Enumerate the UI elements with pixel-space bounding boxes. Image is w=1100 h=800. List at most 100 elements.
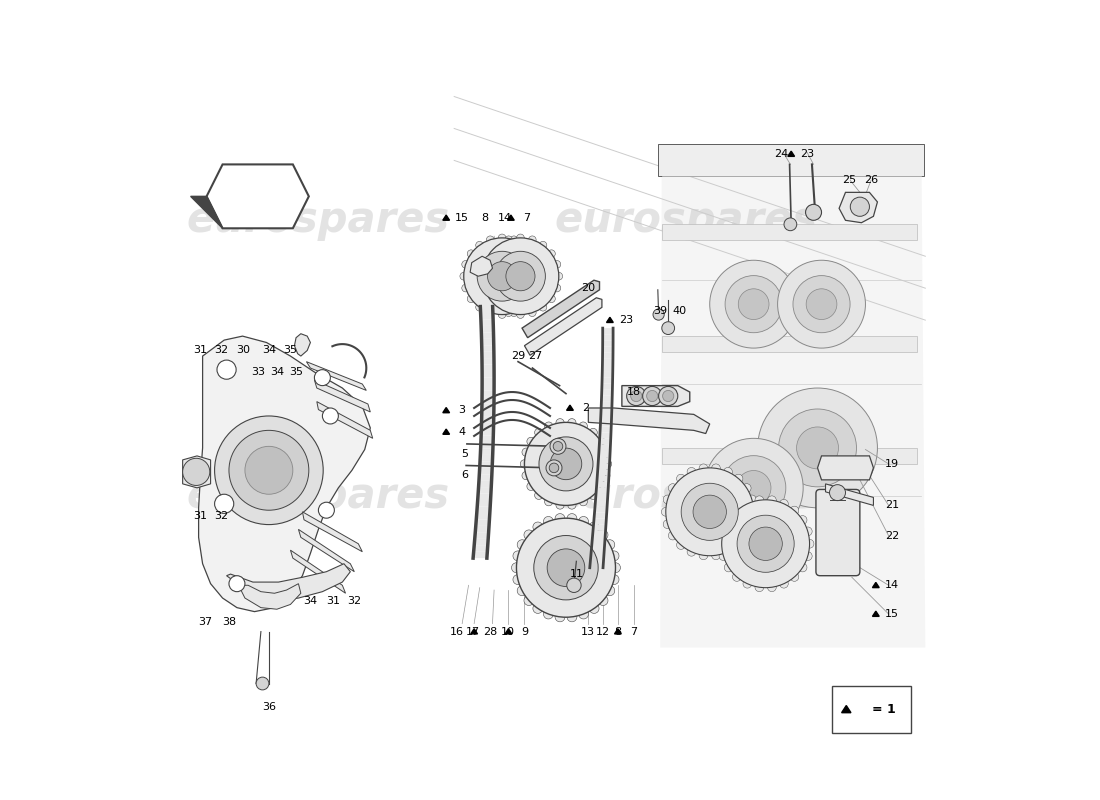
- Circle shape: [669, 484, 678, 493]
- Circle shape: [742, 531, 751, 540]
- Circle shape: [229, 576, 245, 592]
- Polygon shape: [596, 488, 608, 494]
- Polygon shape: [603, 359, 613, 365]
- Circle shape: [549, 463, 559, 473]
- Circle shape: [579, 609, 588, 619]
- Circle shape: [543, 517, 553, 526]
- Polygon shape: [662, 224, 917, 240]
- Polygon shape: [507, 215, 514, 220]
- Circle shape: [662, 390, 674, 402]
- Polygon shape: [788, 151, 794, 156]
- Circle shape: [803, 552, 812, 561]
- Text: 33: 33: [252, 367, 265, 377]
- Circle shape: [768, 583, 777, 592]
- Polygon shape: [596, 482, 608, 488]
- Polygon shape: [597, 463, 609, 470]
- Circle shape: [662, 322, 674, 334]
- Circle shape: [669, 531, 678, 540]
- Circle shape: [535, 428, 543, 437]
- Circle shape: [688, 467, 696, 476]
- Polygon shape: [481, 442, 493, 449]
- Text: 31: 31: [194, 345, 207, 354]
- Circle shape: [477, 251, 527, 301]
- Circle shape: [468, 250, 475, 258]
- Circle shape: [597, 482, 605, 490]
- Circle shape: [535, 491, 543, 499]
- Circle shape: [793, 276, 850, 333]
- Polygon shape: [592, 537, 605, 543]
- Text: 31: 31: [326, 596, 340, 606]
- Circle shape: [494, 242, 502, 249]
- Text: 24: 24: [774, 149, 789, 159]
- Polygon shape: [592, 543, 605, 550]
- Polygon shape: [522, 280, 600, 338]
- Circle shape: [719, 527, 728, 536]
- Polygon shape: [290, 550, 345, 594]
- Polygon shape: [595, 500, 607, 506]
- Polygon shape: [477, 500, 491, 506]
- Circle shape: [494, 303, 502, 311]
- Text: 38: 38: [222, 617, 236, 627]
- Polygon shape: [307, 362, 366, 390]
- Circle shape: [256, 677, 268, 690]
- Circle shape: [505, 309, 513, 317]
- Circle shape: [529, 250, 537, 258]
- Circle shape: [568, 418, 576, 427]
- Text: = 1: = 1: [872, 703, 895, 716]
- Circle shape: [666, 468, 754, 556]
- Circle shape: [543, 609, 553, 619]
- Circle shape: [784, 218, 796, 230]
- Circle shape: [183, 458, 210, 486]
- Polygon shape: [482, 365, 494, 371]
- Polygon shape: [482, 410, 494, 416]
- Polygon shape: [482, 384, 494, 390]
- Text: 15: 15: [455, 213, 470, 223]
- Circle shape: [779, 409, 857, 487]
- Polygon shape: [227, 564, 350, 602]
- Text: 31: 31: [194, 510, 207, 521]
- Circle shape: [548, 295, 556, 302]
- Circle shape: [681, 483, 738, 540]
- Polygon shape: [601, 420, 612, 426]
- Circle shape: [550, 448, 582, 480]
- Circle shape: [513, 551, 522, 561]
- Circle shape: [556, 514, 565, 523]
- Circle shape: [539, 437, 593, 491]
- Polygon shape: [594, 506, 607, 513]
- Polygon shape: [593, 525, 606, 531]
- Circle shape: [528, 236, 536, 243]
- Circle shape: [724, 516, 733, 524]
- Circle shape: [790, 506, 799, 515]
- Polygon shape: [302, 512, 362, 552]
- Circle shape: [522, 448, 530, 456]
- Circle shape: [553, 261, 561, 268]
- Circle shape: [512, 562, 521, 573]
- Text: 3: 3: [459, 406, 465, 415]
- Polygon shape: [477, 494, 491, 500]
- Circle shape: [517, 234, 525, 242]
- Polygon shape: [658, 145, 924, 176]
- Circle shape: [710, 260, 798, 348]
- Polygon shape: [473, 552, 487, 558]
- Text: 23: 23: [800, 149, 814, 159]
- Circle shape: [659, 386, 678, 406]
- Polygon shape: [602, 383, 613, 390]
- Polygon shape: [602, 378, 613, 383]
- Circle shape: [532, 522, 542, 532]
- Circle shape: [734, 474, 742, 483]
- Circle shape: [481, 284, 487, 292]
- Circle shape: [829, 485, 846, 501]
- Text: 11: 11: [570, 569, 583, 579]
- Circle shape: [525, 422, 607, 506]
- Circle shape: [590, 603, 600, 614]
- Circle shape: [520, 460, 529, 468]
- Circle shape: [535, 261, 542, 268]
- Polygon shape: [481, 326, 494, 332]
- Text: 9: 9: [521, 626, 528, 637]
- Circle shape: [647, 390, 658, 402]
- Circle shape: [609, 574, 619, 585]
- Circle shape: [547, 549, 585, 586]
- Circle shape: [733, 506, 741, 515]
- Text: 37: 37: [198, 617, 212, 627]
- Circle shape: [610, 562, 620, 573]
